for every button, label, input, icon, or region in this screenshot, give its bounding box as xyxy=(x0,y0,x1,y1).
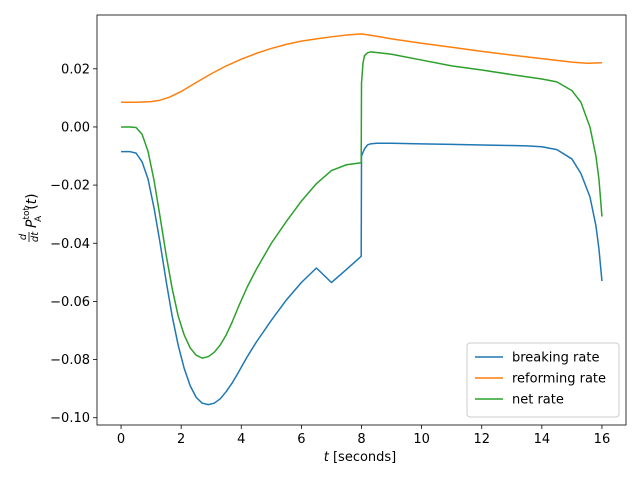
series-layer xyxy=(121,33,603,406)
y-axis-label: d dt Ptot A(t) xyxy=(18,193,44,242)
y-tick-label: 0.00 xyxy=(61,120,90,135)
axes-layer: 0 2 4 6 8 10 12 14 16 −0.10 −0.08 −0.06 −0.04 −0.02 0.… xyxy=(50,14,627,447)
y-axis-label-main: Ptot A(t) xyxy=(22,193,44,228)
x-tick-label: 2 xyxy=(177,432,185,447)
x-tick-label: 16 xyxy=(594,432,611,447)
x-tick-label: 4 xyxy=(237,432,245,447)
series-line-reforming-rate xyxy=(121,33,602,103)
series-line-net-rate xyxy=(121,51,603,359)
y-tick-label: −0.04 xyxy=(50,237,90,252)
y-tick-label: −0.08 xyxy=(50,353,90,368)
y-axis-label-fraction-dt: dt xyxy=(30,231,41,242)
x-axis-label: t [seconds] xyxy=(324,450,397,465)
y-tick-label: 0.02 xyxy=(61,62,90,77)
x-tick-label: 14 xyxy=(534,432,551,447)
x-tick-label: 10 xyxy=(413,432,430,447)
legend-label-reforming-rate: reforming rate xyxy=(512,372,606,387)
x-tick-label: 6 xyxy=(297,432,305,447)
y-axis-label-fraction-d: d xyxy=(18,233,29,240)
legend: breaking rate reforming rate net rate xyxy=(466,342,620,418)
legend-box xyxy=(466,342,620,418)
series-line-breaking-rate xyxy=(121,142,603,406)
x-tick-label: 8 xyxy=(357,432,365,447)
legend-label-breaking-rate: breaking rate xyxy=(512,351,599,366)
x-tick-label: 12 xyxy=(473,432,490,447)
y-tick-label: −0.06 xyxy=(50,295,90,310)
x-tick-label: 0 xyxy=(117,432,125,447)
y-tick-label: −0.02 xyxy=(50,179,90,194)
legend-label-net-rate: net rate xyxy=(512,393,564,408)
y-tick-label: −0.10 xyxy=(50,411,90,426)
